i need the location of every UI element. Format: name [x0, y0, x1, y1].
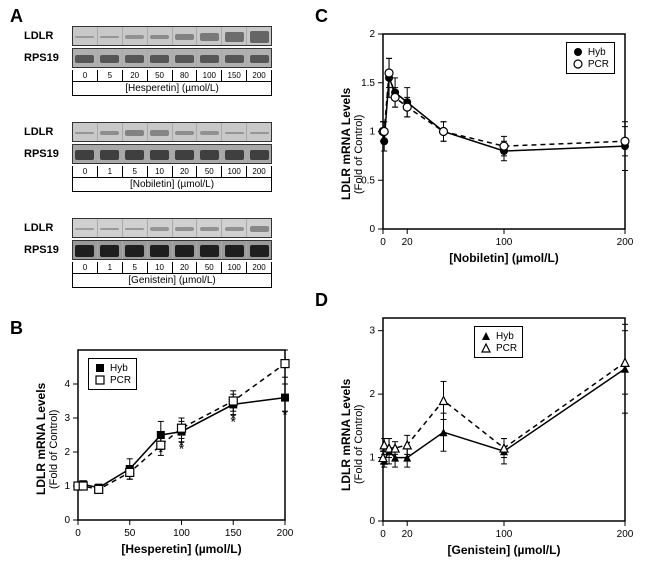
conc-cell: 1 — [98, 262, 123, 273]
svg-text:0: 0 — [75, 528, 81, 539]
conc-cell: 5 — [123, 166, 148, 177]
conc-cell: 200 — [247, 70, 271, 81]
conc-cell: 10 — [148, 262, 173, 273]
legend-item: Hyb — [572, 46, 609, 58]
svg-text:1: 1 — [64, 481, 70, 492]
conc-cell: 100 — [222, 166, 247, 177]
panel-a-label: A — [10, 6, 23, 27]
svg-text:0: 0 — [380, 529, 386, 540]
conc-cell: 0 — [73, 166, 98, 177]
blot-row-label: RPS19 — [24, 148, 72, 160]
svg-text:1.5: 1.5 — [361, 78, 375, 89]
svg-text:0: 0 — [380, 237, 386, 248]
svg-text:*: * — [282, 407, 288, 423]
conc-cell: 1 — [98, 166, 123, 177]
svg-text:50: 50 — [124, 528, 136, 539]
svg-text:4: 4 — [64, 379, 70, 390]
blot-row-label: LDLR — [24, 222, 72, 234]
svg-text:3: 3 — [64, 413, 70, 424]
conc-cell: 0 — [73, 70, 98, 81]
legend-item: PCR — [572, 58, 609, 70]
svg-text:100: 100 — [496, 529, 513, 540]
blot-row-label: LDLR — [24, 126, 72, 138]
conc-cell: 150 — [222, 70, 247, 81]
conc-cell: 100 — [222, 262, 247, 273]
legend-item: Hyb — [94, 362, 131, 374]
panel-d-label: D — [315, 290, 328, 311]
conc-cell: 50 — [197, 166, 222, 177]
y-axis-label: LDLR mRNA Levels — [339, 378, 353, 490]
conc-cell: 0 — [73, 262, 98, 273]
blot-row-label: LDLR — [24, 30, 72, 42]
svg-text:200: 200 — [617, 237, 634, 248]
svg-text:0: 0 — [369, 516, 375, 527]
svg-text:200: 200 — [277, 528, 294, 539]
blot-row-label: RPS19 — [24, 52, 72, 64]
compound-label: [Hesperetin] (µmol/L) — [72, 82, 272, 96]
legend: HybPCR — [566, 42, 615, 74]
panel-c-label: C — [315, 6, 328, 27]
legend-item: PCR — [94, 374, 131, 386]
chart-c: 02010020000.511.52LDLR mRNA Levels(Fold … — [335, 24, 635, 274]
svg-text:20: 20 — [402, 529, 414, 540]
panel-b-label: B — [10, 318, 23, 339]
compound-label: [Nobiletin] (µmol/L) — [72, 178, 272, 192]
svg-text:3: 3 — [369, 326, 375, 337]
svg-text:100: 100 — [173, 528, 190, 539]
blot-genistein: LDLR RPS19015102050100200[Genistein] (µmo… — [24, 218, 272, 288]
svg-text:*: * — [179, 437, 185, 453]
y-axis-label: LDLR mRNA Levels — [34, 382, 48, 494]
conc-cell: 5 — [123, 262, 148, 273]
y-axis-sublabel: (Fold of Control) — [353, 114, 365, 193]
svg-text:20: 20 — [402, 237, 414, 248]
y-axis-sublabel: (Fold of Control) — [353, 405, 365, 484]
x-axis-label: [Hesperetin] (µmol/L) — [78, 542, 285, 556]
svg-text:100: 100 — [496, 237, 513, 248]
conc-cell: 20 — [173, 262, 198, 273]
conc-cell: 5 — [98, 70, 123, 81]
legend: HybPCR — [88, 358, 137, 390]
conc-cell: 10 — [148, 166, 173, 177]
svg-text:*: * — [231, 410, 237, 426]
svg-text:1: 1 — [369, 453, 375, 464]
legend-item: PCR — [480, 342, 517, 354]
svg-text:0: 0 — [369, 224, 375, 235]
svg-text:2: 2 — [369, 389, 375, 400]
svg-text:0: 0 — [64, 515, 70, 526]
svg-text:200: 200 — [617, 529, 634, 540]
svg-text:2: 2 — [369, 29, 375, 40]
blot-row-label: RPS19 — [24, 244, 72, 256]
chart-b: 05010015020001234******LDLR mRNA Levels(… — [30, 340, 295, 565]
legend: HybPCR — [474, 326, 523, 358]
x-axis-label: [Genistein] (µmol/L) — [383, 543, 625, 557]
blot-nobiletin: LDLR RPS19015102050100200[Nobiletin] (µmo… — [24, 122, 272, 192]
conc-cell: 100 — [197, 70, 222, 81]
blot-hesperetin: LDLR RPS1905205080100150200[Hesperetin] (… — [24, 26, 272, 96]
compound-label: [Genistein] (µmol/L) — [72, 274, 272, 288]
chart-d: 0 20 100 200 0 1 2 3 LDLR mRNA Levels(Fold of Co… — [335, 308, 635, 566]
conc-cell: 50 — [197, 262, 222, 273]
svg-text:1: 1 — [369, 127, 375, 138]
conc-cell: 80 — [173, 70, 198, 81]
svg-text:150: 150 — [225, 528, 242, 539]
conc-cell: 50 — [148, 70, 173, 81]
legend-item: Hyb — [480, 330, 517, 342]
y-axis-label: LDLR mRNA Levels — [339, 88, 353, 200]
conc-cell: 20 — [173, 166, 198, 177]
conc-cell: 20 — [123, 70, 148, 81]
conc-cell: 200 — [247, 262, 271, 273]
conc-cell: 200 — [247, 166, 271, 177]
x-axis-label: [Nobiletin] (µmol/L) — [383, 251, 625, 265]
y-axis-sublabel: (Fold of Control) — [48, 410, 60, 489]
svg-text:2: 2 — [64, 447, 70, 458]
